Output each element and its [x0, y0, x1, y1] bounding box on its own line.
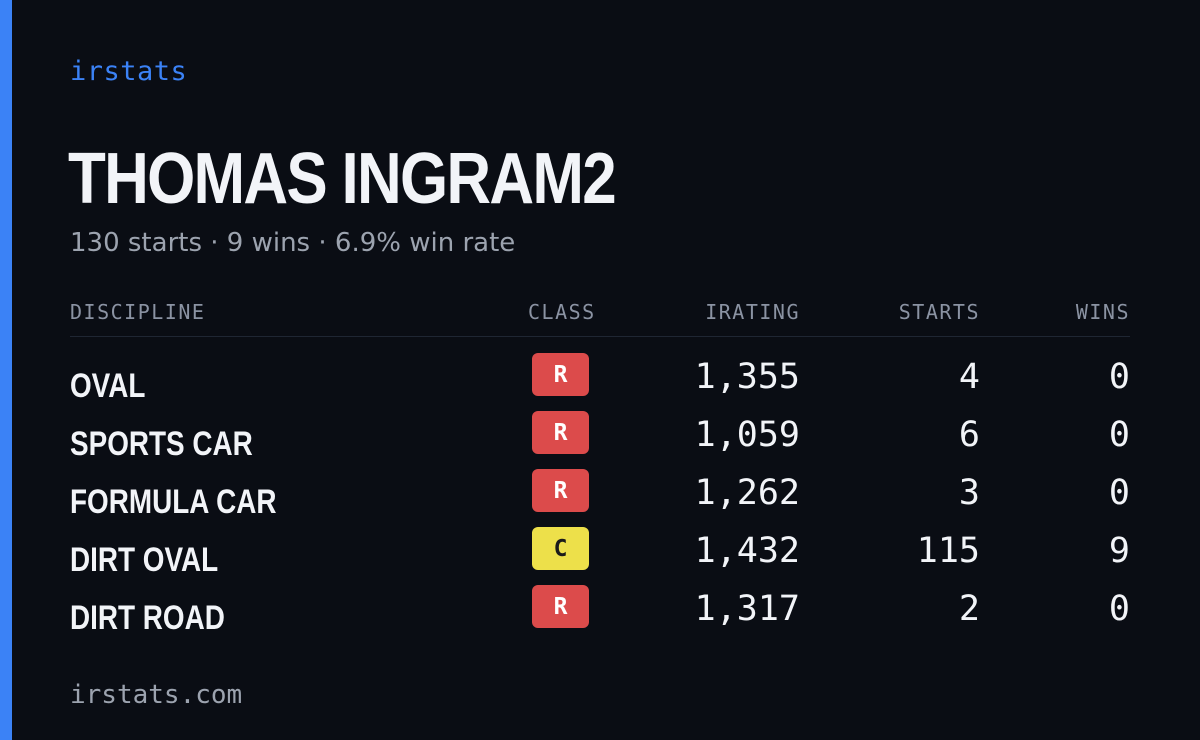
class-badge: R — [532, 469, 589, 512]
table-row: OVAL R 1,355 4 0 — [70, 353, 1130, 411]
table-header: DISCIPLINE CLASS IRATING STARTS WINS — [70, 296, 1130, 337]
driver-summary: 130 starts · 9 wins · 6.9% win rate — [70, 228, 516, 258]
discipline-name: OVAL — [70, 367, 146, 405]
accent-bar — [0, 0, 12, 740]
wins-value: 0 — [1108, 473, 1130, 513]
table-row: SPORTS CAR R 1,059 6 0 — [70, 411, 1130, 469]
table-body: OVAL R 1,355 4 0 SPORTS CAR R 1,059 6 0 … — [70, 337, 1130, 643]
starts-value: 3 — [958, 473, 980, 513]
class-badge: R — [532, 585, 589, 628]
footer-url: irstats.com — [70, 680, 243, 710]
discipline-name: SPORTS CAR — [70, 425, 253, 463]
irating-value: 1,059 — [694, 415, 800, 455]
header-discipline: DISCIPLINE — [70, 300, 206, 324]
header-wins: WINS — [1075, 300, 1130, 324]
irating-value: 1,262 — [694, 473, 800, 513]
class-badge: R — [532, 411, 589, 454]
discipline-name: FORMULA CAR — [70, 483, 277, 521]
starts-value: 2 — [958, 589, 980, 629]
discipline-name: DIRT OVAL — [70, 541, 219, 579]
starts-value: 4 — [958, 357, 980, 397]
header-starts: STARTS — [898, 300, 980, 324]
class-badge: R — [532, 353, 589, 396]
irating-value: 1,317 — [694, 589, 800, 629]
table-row: DIRT ROAD R 1,317 2 0 — [70, 585, 1130, 643]
class-badge: C — [532, 527, 589, 570]
irating-value: 1,432 — [694, 531, 800, 571]
driver-name: THOMAS INGRAM2 — [68, 139, 617, 219]
wins-value: 0 — [1108, 589, 1130, 629]
wins-value: 9 — [1108, 531, 1130, 571]
discipline-name: DIRT ROAD — [70, 599, 225, 637]
starts-value: 6 — [958, 415, 980, 455]
wins-value: 0 — [1108, 415, 1130, 455]
brand-logo: irstats — [70, 56, 188, 87]
discipline-table: DISCIPLINE CLASS IRATING STARTS WINS OVA… — [70, 296, 1130, 643]
table-row: FORMULA CAR R 1,262 3 0 — [70, 469, 1130, 527]
irating-value: 1,355 — [694, 357, 800, 397]
header-irating: IRATING — [705, 300, 800, 324]
header-class: CLASS — [528, 300, 596, 324]
wins-value: 0 — [1108, 357, 1130, 397]
starts-value: 115 — [916, 531, 980, 571]
table-row: DIRT OVAL C 1,432 115 9 — [70, 527, 1130, 585]
